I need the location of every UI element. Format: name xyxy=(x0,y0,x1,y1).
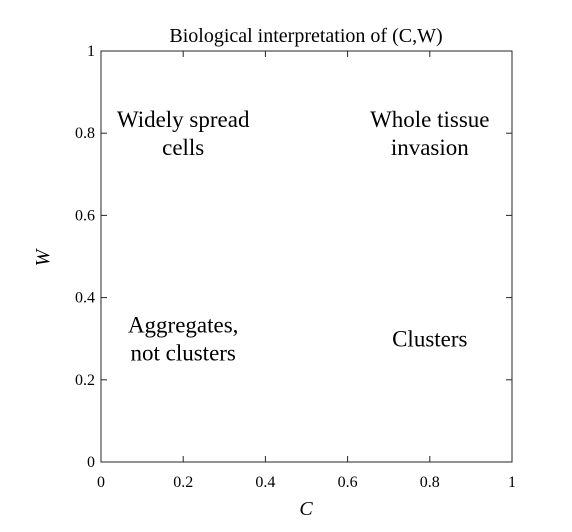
y-tick-label: 0.2 xyxy=(75,372,95,389)
region-label-line: invasion xyxy=(391,135,469,160)
x-tick-label: 0.4 xyxy=(255,474,275,491)
y-tick-label: 1 xyxy=(87,43,95,60)
y-tick-label: 0.8 xyxy=(75,125,95,142)
region-label-line: not clusters xyxy=(130,341,235,366)
x-tick-label: 0.2 xyxy=(173,474,193,491)
region-label-line: Clusters xyxy=(392,327,467,352)
x-tick-label: 1 xyxy=(508,474,516,491)
region-label-line: Whole tissue xyxy=(370,107,489,132)
x-tick-label: 0 xyxy=(97,474,105,491)
tick-group: 0 0.2 0.4 0.6 0.8 1 0 0.2 0.4 0.6 0.8 1 xyxy=(75,43,516,491)
region-label: Widely spread cells xyxy=(117,107,250,160)
region-label: Aggregates, not clusters xyxy=(128,313,239,366)
y-axis-label: W xyxy=(32,247,54,266)
x-tick-label: 0.6 xyxy=(338,474,358,491)
region-label-line: Aggregates, xyxy=(128,313,239,338)
y-tick-label: 0.6 xyxy=(75,207,95,224)
chart-title: Biological interpretation of (C,W) xyxy=(169,25,442,47)
y-tick-label: 0.4 xyxy=(75,290,95,307)
x-tick-label: 0.8 xyxy=(420,474,440,491)
y-tick-label: 0 xyxy=(87,454,95,471)
region-label-line: Widely spread xyxy=(117,107,250,132)
region-labels: Widely spread cells Whole tissue invasion Ag… xyxy=(117,107,490,366)
region-label-line: cells xyxy=(162,135,204,160)
plot-frame xyxy=(100,50,513,463)
region-label: Clusters xyxy=(392,327,467,352)
x-axis-label: C xyxy=(299,498,313,520)
region-label: Whole tissue invasion xyxy=(370,107,489,160)
